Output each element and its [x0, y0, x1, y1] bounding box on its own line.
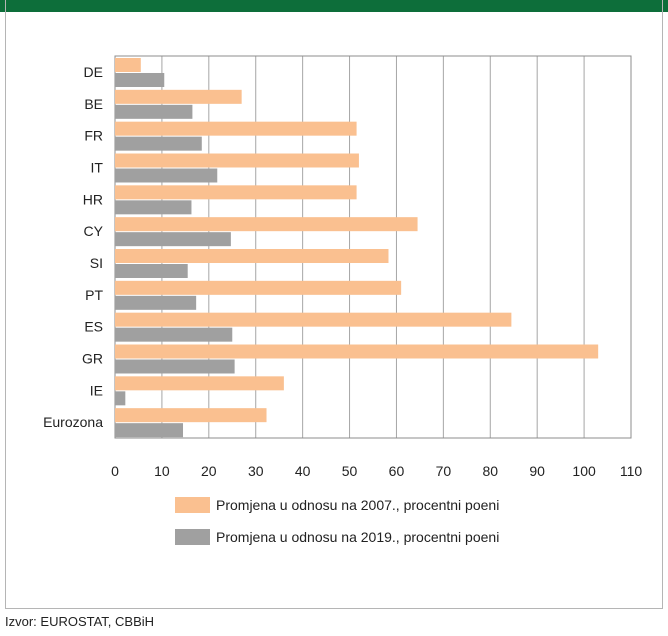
x-tick-label: 50: [342, 463, 358, 479]
category-label: IT: [91, 159, 104, 175]
x-tick-labels: 0 10 20 30 40 50 60 70 80 90 100 110: [111, 463, 642, 479]
bars: [115, 58, 599, 438]
x-tick-label: 20: [201, 463, 217, 479]
bar-gr-series-1: [115, 344, 599, 359]
bar-de-series-2: [115, 73, 165, 87]
bar-cy-series-1: [115, 217, 418, 232]
bar-it-series-1: [115, 153, 359, 168]
plot-area-border: [114, 55, 632, 439]
bar-eurozona-series-1: [115, 408, 267, 423]
legend-label: Promjena u odnosu na 2019., procentni po…: [216, 529, 499, 545]
x-tick-label: 30: [248, 463, 264, 479]
bar-fr-series-1: [115, 121, 357, 136]
category-label: IE: [90, 382, 103, 398]
category-label: DE: [84, 64, 103, 80]
bar-pt-series-1: [115, 280, 402, 295]
bar-es-series-1: [115, 312, 512, 327]
bar-pt-series-2: [115, 295, 197, 310]
header-band: [0, 0, 668, 12]
gridlines: [114, 55, 632, 439]
category-label: HR: [83, 191, 103, 207]
category-label: PT: [85, 287, 103, 303]
legend: Promjena u odnosu na 2007., procentni po…: [175, 497, 499, 545]
bar-be-series-1: [115, 89, 242, 104]
legend-swatch: [175, 497, 210, 513]
category-label: SI: [90, 255, 103, 271]
x-tick-label: 110: [620, 463, 643, 479]
source-note: Izvor: EUROSTAT, CBBiH: [5, 614, 155, 629]
bar-si-series-2: [115, 264, 188, 278]
bar-be-series-2: [115, 104, 193, 119]
bar-es-series-2: [115, 327, 233, 342]
bar-it-series-2: [115, 168, 218, 183]
bar-hr-series-1: [115, 185, 357, 200]
chart-frame: [5, 0, 663, 609]
x-tick-label: 60: [389, 463, 405, 479]
category-label: Eurozona: [43, 414, 103, 430]
category-label: GR: [82, 350, 103, 366]
x-tick-label: 100: [572, 463, 596, 479]
bar-eurozona-series-2: [115, 423, 184, 438]
bar-gr-series-2: [115, 359, 235, 374]
bar-hr-series-2: [115, 200, 192, 215]
bar-cy-series-2: [115, 232, 231, 247]
legend-swatch: [175, 529, 210, 545]
x-tick-label: 10: [154, 463, 170, 479]
x-tick-label: 70: [436, 463, 452, 479]
category-label: ES: [84, 319, 103, 335]
category-label: BE: [84, 96, 103, 112]
bar-fr-series-2: [115, 136, 202, 151]
category-labels: DE BE FR IT HR CY SI PT ES GR IE Eurozona: [43, 64, 104, 430]
category-label: FR: [84, 128, 103, 144]
bar-de-series-1: [115, 58, 141, 72]
x-tick-label: 0: [111, 463, 119, 479]
x-tick-label: 90: [529, 463, 545, 479]
x-tick-label: 80: [482, 463, 498, 479]
category-label: CY: [84, 223, 104, 239]
bar-ie-series-2: [115, 391, 126, 406]
bar-si-series-1: [115, 249, 389, 263]
x-tick-label: 40: [295, 463, 311, 479]
bar-ie-series-1: [115, 376, 284, 391]
legend-label: Promjena u odnosu na 2007., procentni po…: [216, 497, 499, 513]
